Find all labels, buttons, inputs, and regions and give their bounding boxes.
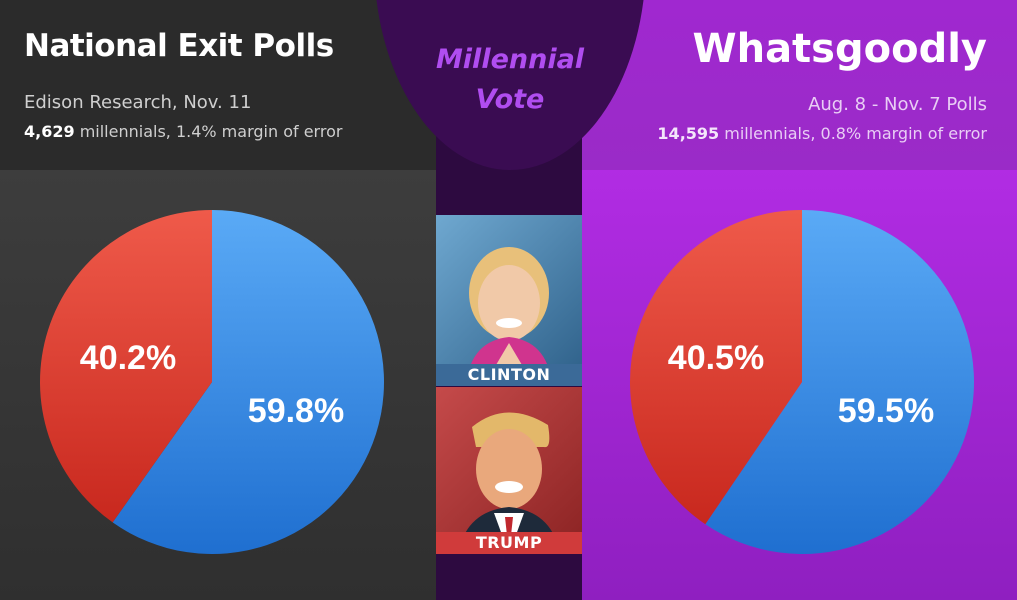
right-title: Whatsgoodly — [692, 26, 987, 72]
pie-slice-trump — [630, 210, 802, 525]
left-pie-chart: 59.8% 40.2% — [40, 210, 385, 554]
right-sample-text: millennials, 0.8% margin of error — [719, 124, 987, 143]
left-title: National Exit Polls — [24, 28, 334, 64]
center-title-line2: Vote — [475, 84, 545, 115]
left-header — [0, 0, 436, 170]
clinton-photo: CLINTON — [436, 215, 582, 386]
left-sample: 4,629 millennials, 1.4% margin of error — [24, 122, 342, 141]
clinton-label: CLINTON — [436, 364, 582, 386]
right-sample: 14,595 millennials, 0.8% margin of error — [657, 124, 987, 143]
left-source: Edison Research, Nov. 11 — [24, 92, 252, 113]
right-source: Aug. 8 - Nov. 7 Polls — [808, 94, 987, 115]
trump-label: TRUMP — [436, 532, 582, 554]
pie-slice-trump — [40, 210, 212, 523]
center-title: Millennial Vote — [412, 40, 608, 120]
center-title-line1: Millennial — [435, 44, 585, 75]
pie-slice-clinton — [112, 210, 385, 554]
pie-label-clinton: 59.5% — [838, 392, 934, 430]
pie-label-trump: 40.2% — [80, 339, 176, 377]
pie-label-clinton: 59.8% — [248, 392, 344, 430]
pie-slice-clinton — [705, 210, 974, 554]
right-header — [582, 0, 1017, 170]
trump-photo: TRUMP — [436, 387, 582, 554]
left-sample-text: millennials, 1.4% margin of error — [74, 122, 343, 141]
pie-label-trump: 40.5% — [668, 339, 764, 377]
right-sample-count: 14,595 — [657, 124, 720, 143]
left-sample-count: 4,629 — [24, 122, 75, 141]
